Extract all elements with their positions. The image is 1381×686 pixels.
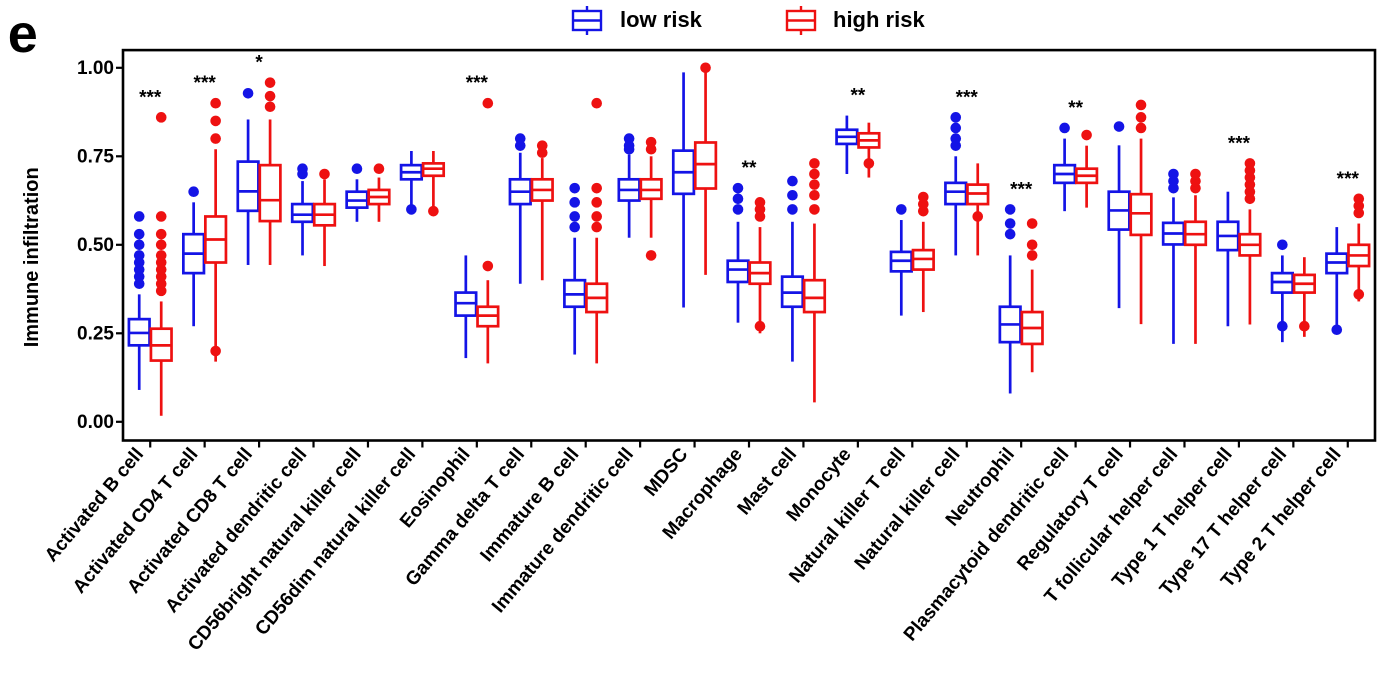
- svg-text:**: **: [1068, 98, 1083, 119]
- svg-text:0.75: 0.75: [77, 146, 114, 167]
- svg-text:1.00: 1.00: [77, 58, 114, 79]
- svg-text:**: **: [850, 86, 865, 107]
- svg-text:***: ***: [1228, 133, 1251, 154]
- svg-text:**: **: [742, 158, 757, 179]
- svg-text:***: ***: [956, 87, 979, 108]
- svg-text:high risk: high risk: [833, 7, 925, 32]
- svg-text:***: ***: [1010, 179, 1033, 200]
- svg-text:***: ***: [194, 73, 217, 94]
- svg-text:***: ***: [139, 87, 162, 108]
- svg-text:0.50: 0.50: [77, 235, 114, 256]
- svg-text:low risk: low risk: [620, 7, 703, 32]
- svg-text:***: ***: [466, 73, 489, 94]
- svg-text:0.00: 0.00: [77, 412, 114, 433]
- svg-text:0.25: 0.25: [77, 323, 114, 344]
- svg-text:***: ***: [1337, 169, 1360, 190]
- svg-text:e: e: [8, 4, 38, 64]
- svg-text:Immune infiltration: Immune infiltration: [21, 167, 43, 347]
- svg-text:*: *: [255, 53, 263, 74]
